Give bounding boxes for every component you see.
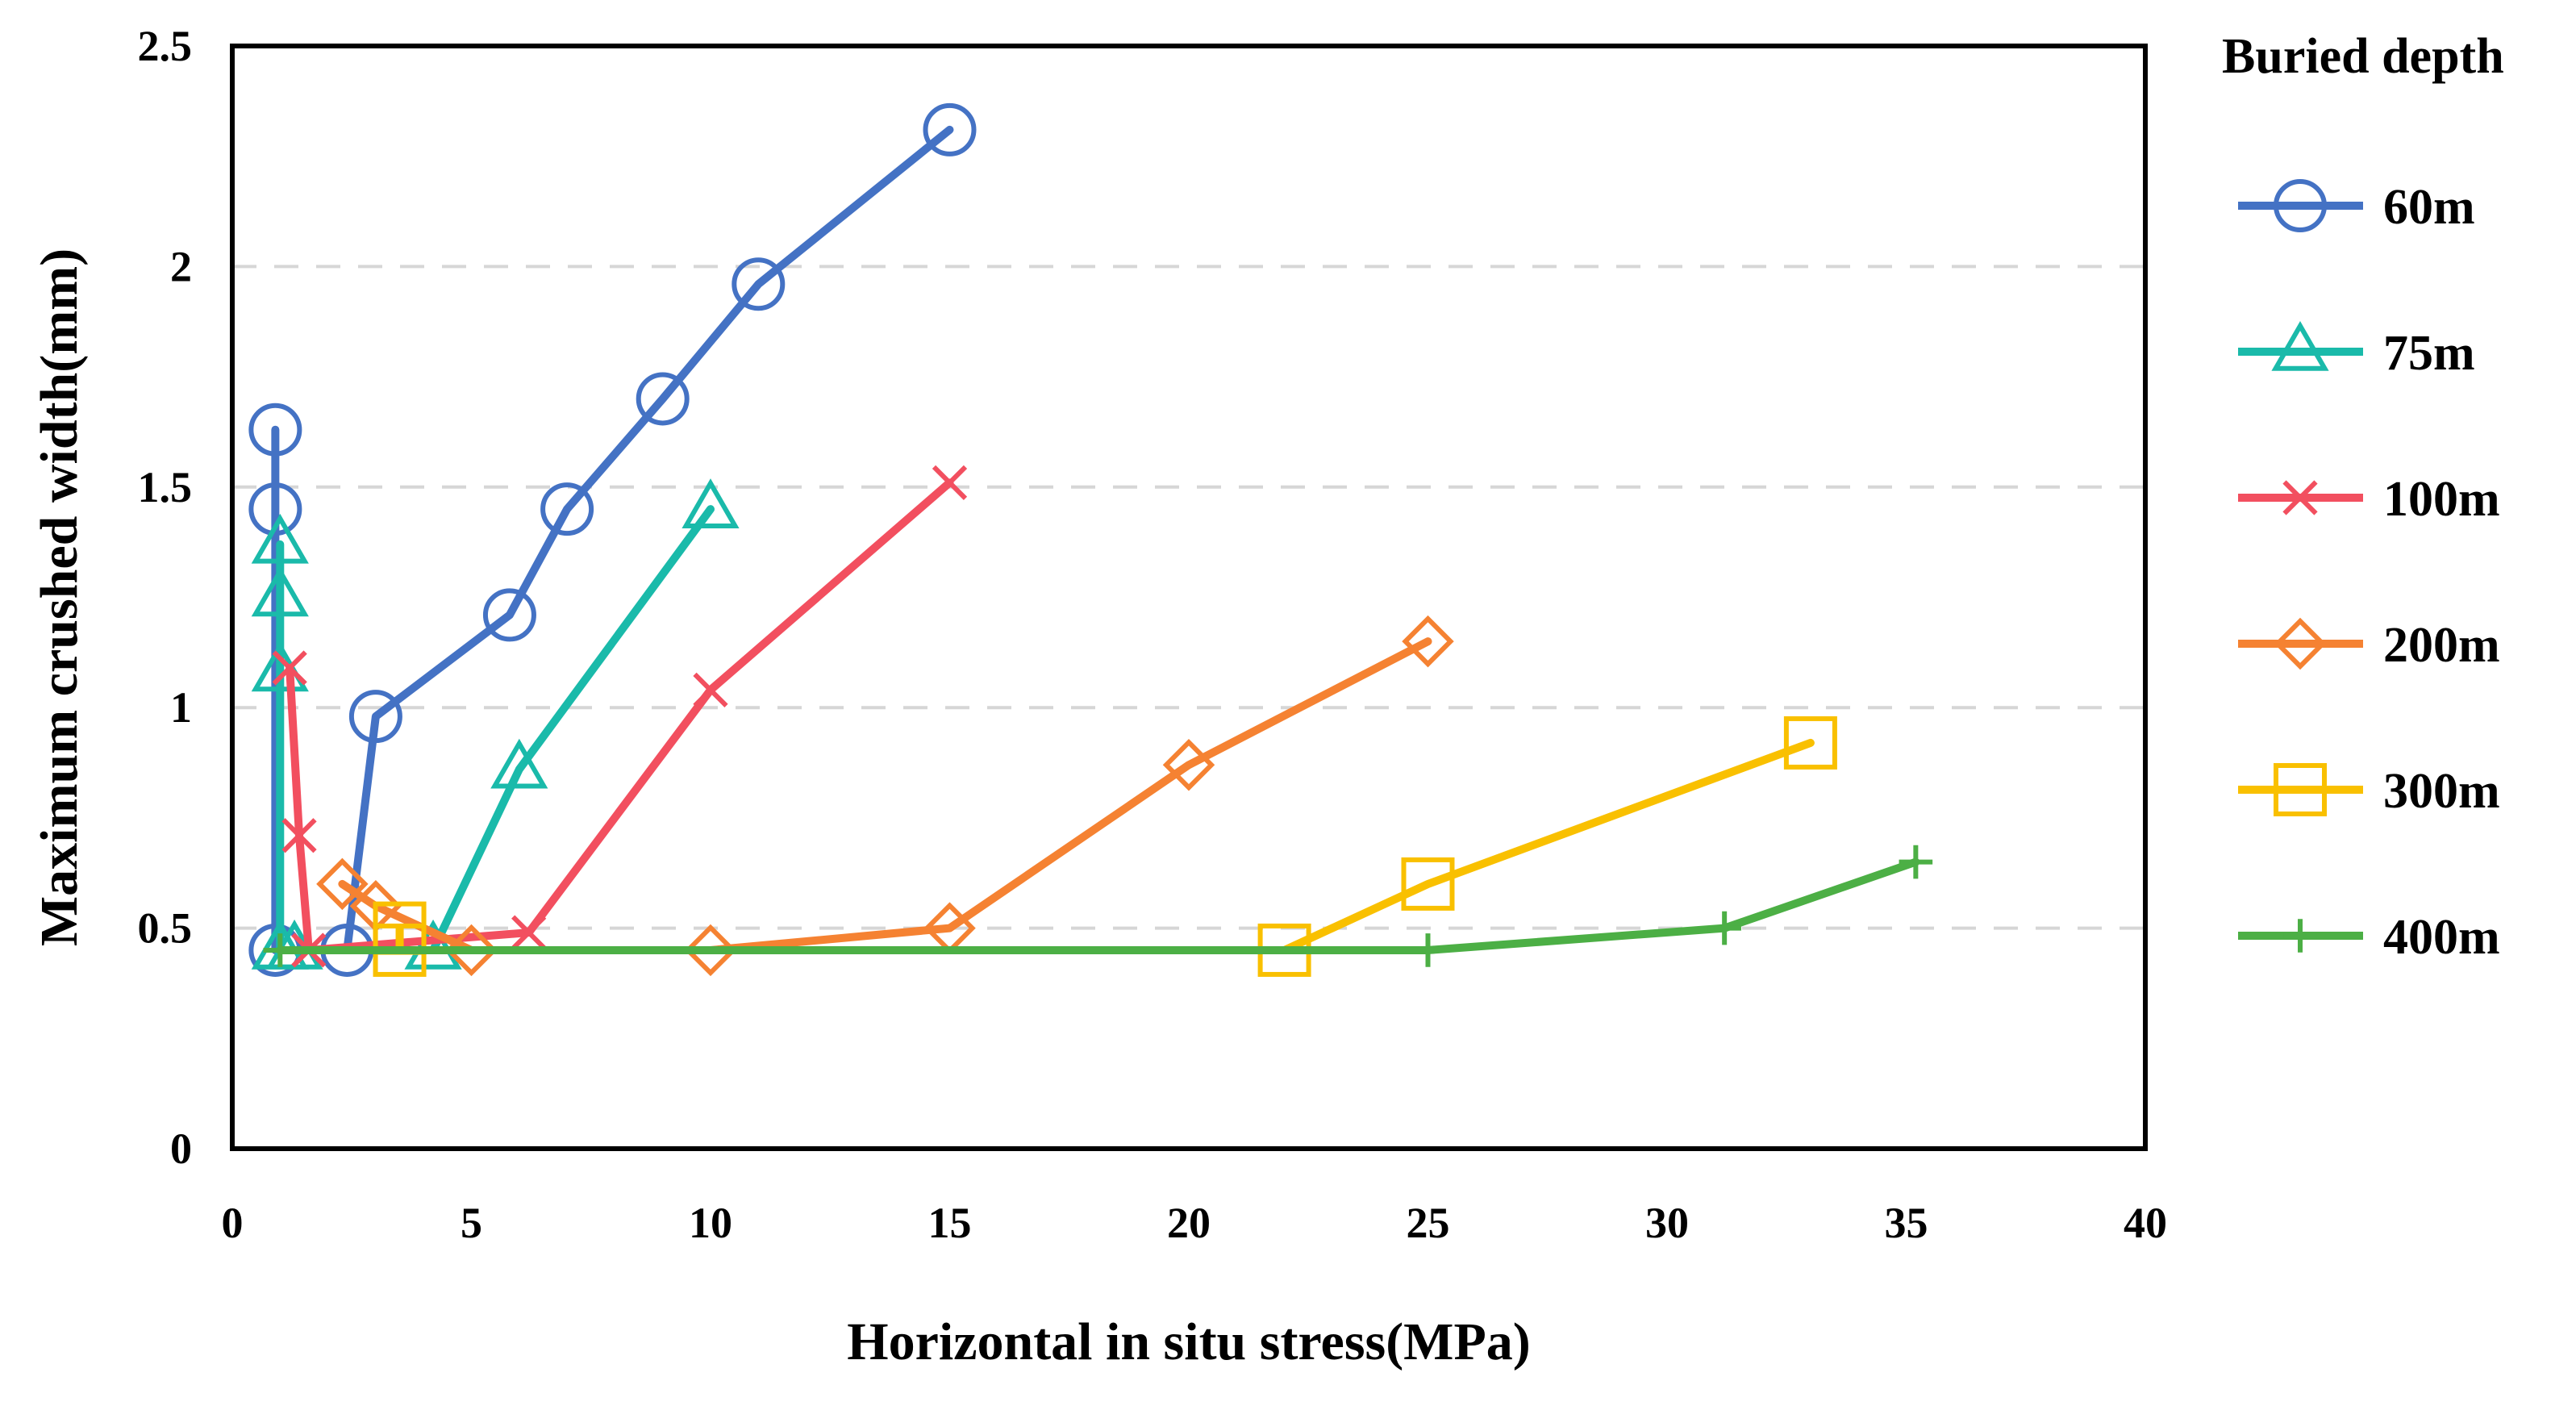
data-point [540, 482, 594, 536]
data-point [490, 738, 548, 789]
data-point [251, 566, 309, 617]
legend-marker [2274, 763, 2327, 816]
x-tick-label: 0 [222, 1199, 244, 1247]
data-point [263, 933, 298, 967]
y-tick-label: 2.5 [138, 22, 193, 70]
grid-lines [232, 265, 2145, 930]
series-line-100m [286, 478, 954, 954]
data-point [511, 915, 547, 950]
series-line-300m [395, 738, 1815, 954]
legend-item-400m: 400m [2238, 910, 2500, 965]
legend: Buried depth 60m 75m 100m 200m 300m 400m [2222, 29, 2504, 965]
data-point [248, 403, 302, 457]
data-point [348, 690, 402, 744]
y-tick-label: 2 [170, 242, 192, 290]
legend-label: 100m [2383, 472, 2500, 527]
x-tick-label: 35 [1885, 1199, 1928, 1247]
data-point [1707, 911, 1741, 945]
data-point [682, 478, 740, 528]
y-tick-label: 0.5 [138, 904, 193, 953]
data-point [281, 818, 317, 853]
legend-marker [2282, 480, 2318, 515]
data-point [636, 372, 690, 426]
legend-label: 400m [2383, 910, 2500, 965]
y-tick-label: 1 [170, 683, 192, 732]
series-lines [248, 102, 1933, 977]
plot-frame [230, 44, 2148, 1151]
legend-marker [2271, 320, 2329, 371]
series-line-400m [276, 857, 1920, 954]
data-point [732, 257, 786, 311]
data-point [482, 588, 536, 642]
legend-item-60m: 60m [2238, 179, 2475, 235]
legend-item-300m: 300m [2238, 763, 2500, 819]
legend-item-75m: 75m [2238, 320, 2475, 381]
legend-item-100m: 100m [2238, 472, 2500, 527]
data-point [923, 102, 977, 156]
data-point [445, 924, 498, 977]
y-tick-label: 1.5 [138, 463, 193, 511]
data-point [251, 513, 309, 564]
data-point [248, 482, 302, 536]
data-point [1162, 739, 1215, 791]
x-tick-label: 10 [689, 1199, 732, 1247]
x-tick-label: 40 [2124, 1199, 2167, 1247]
data-point [693, 672, 728, 707]
series-200m [316, 615, 1454, 977]
x-tick-label: 15 [928, 1199, 972, 1247]
data-point [404, 919, 462, 970]
legend-label: 300m [2383, 764, 2500, 819]
legend-label: 75m [2383, 326, 2475, 381]
data-point [1899, 845, 1933, 879]
data-point [272, 650, 307, 686]
x-axis-title: Horizontal in situ stress(MPa) [847, 1312, 1531, 1371]
legend-item-200m: 200m [2238, 617, 2500, 673]
legend-label: 200m [2383, 618, 2500, 673]
legend-marker [2274, 617, 2327, 670]
y-tick-label: 0 [170, 1124, 192, 1173]
legend-marker [2274, 179, 2327, 232]
x-tick-label: 25 [1407, 1199, 1450, 1247]
data-point [932, 465, 968, 500]
y-axis-title: Maximum crushed width(mm) [30, 248, 89, 946]
data-point [1411, 933, 1445, 967]
data-point [1401, 857, 1455, 911]
axis-ticks: 0 0.5 1 1.5 2 2.5 0 5 10 15 20 25 30 35 40 [138, 22, 2168, 1247]
data-point [316, 857, 369, 911]
series-400m [263, 845, 1933, 967]
data-point [684, 924, 737, 977]
x-tick-label: 30 [1645, 1199, 1689, 1247]
legend-label: 60m [2383, 180, 2475, 235]
x-tick-label: 5 [461, 1199, 482, 1247]
legend-title: Buried depth [2222, 29, 2504, 84]
series-line-60m [271, 125, 954, 954]
series-60m [248, 102, 977, 977]
x-tick-label: 20 [1167, 1199, 1211, 1247]
data-point [1402, 615, 1454, 668]
legend-marker [2283, 919, 2317, 953]
data-point [1783, 716, 1837, 770]
